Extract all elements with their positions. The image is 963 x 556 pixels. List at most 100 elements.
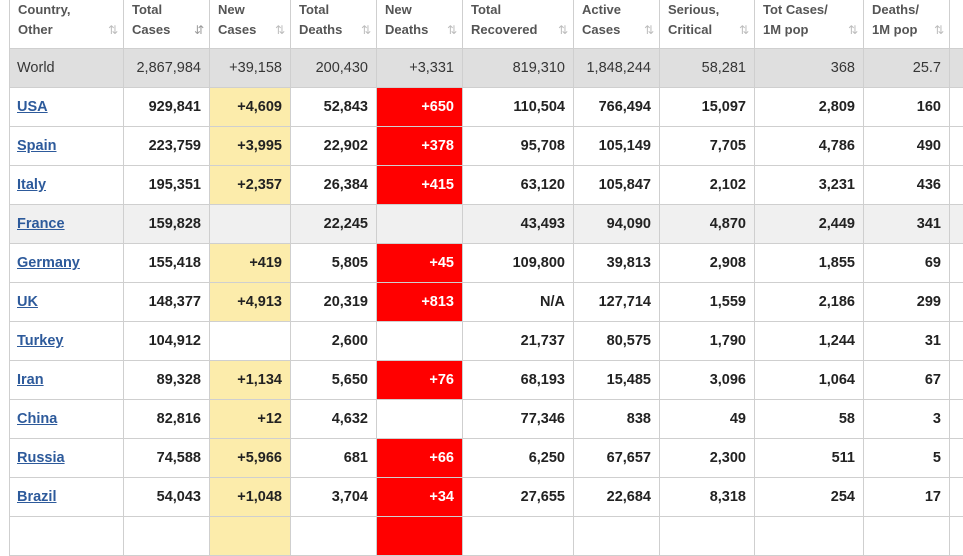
cell-total-cases: 54,043 <box>124 478 210 517</box>
country-link[interactable]: Spain <box>17 138 56 154</box>
header-country[interactable]: Country,Other⇅ <box>10 0 124 49</box>
cell-partial <box>950 517 963 556</box>
header-label-line1: New <box>385 0 444 20</box>
cell-active-cases: 22,684 <box>574 478 660 517</box>
header-serious-critical[interactable]: Serious,Critical⇅ <box>660 0 755 49</box>
sort-icon[interactable]: ⇅ <box>934 20 942 40</box>
country-link[interactable]: Brazil <box>17 489 57 505</box>
header-cases-per-1m[interactable]: Tot Cases/1M pop⇅ <box>755 0 864 49</box>
cell-new-cases: +2,357 <box>210 166 291 205</box>
cell-serious-critical: 7,705 <box>660 127 755 166</box>
cell-active-cases: 15,485 <box>574 361 660 400</box>
header-label-line1: Serious, <box>668 0 736 20</box>
cell-serious-critical: 58,281 <box>660 49 755 88</box>
cell-new-deaths: +34 <box>377 478 463 517</box>
country-link[interactable]: Germany <box>17 255 80 271</box>
sort-icon[interactable]: ⇅ <box>108 20 116 40</box>
cell-partial <box>10 517 124 556</box>
cell-cases-per-1m: 1,244 <box>755 322 864 361</box>
cell-serious-critical: 1,559 <box>660 283 755 322</box>
cell-serious-critical: 2,102 <box>660 166 755 205</box>
country-link[interactable]: China <box>17 411 57 427</box>
cell-new-deaths <box>377 322 463 361</box>
cell-partial <box>377 517 463 556</box>
cell-active-cases: 80,575 <box>574 322 660 361</box>
cell-country: China <box>10 400 124 439</box>
cell-cases-per-1m: 58 <box>755 400 864 439</box>
cell-new-deaths: +3,331 <box>377 49 463 88</box>
cell-new-deaths <box>377 400 463 439</box>
cell-serious-critical: 3,096 <box>660 361 755 400</box>
sort-icon[interactable]: ⇅ <box>739 20 747 40</box>
country-link[interactable]: Iran <box>17 372 44 388</box>
world-label: World <box>17 60 55 76</box>
cell-active-cases: 39,813 <box>574 244 660 283</box>
country-link[interactable]: Italy <box>17 177 46 193</box>
cell-deaths-per-1m: 436 <box>864 166 950 205</box>
header-label-line1: Deaths/ <box>872 0 931 20</box>
cell-total-cases: 89,328 <box>124 361 210 400</box>
header-label-line1: New <box>218 0 272 20</box>
cell-country: Italy <box>10 166 124 205</box>
cell-total-recovered: 63,120 <box>463 166 574 205</box>
cell-country: USA <box>10 88 124 127</box>
table-row-partial <box>10 517 963 556</box>
cell-new-deaths: +76 <box>377 361 463 400</box>
cell-cases-per-1m: 2,449 <box>755 205 864 244</box>
sort-icon[interactable]: ⇅ <box>644 20 652 40</box>
cell-new-deaths: +378 <box>377 127 463 166</box>
header-label-line2: Other <box>18 20 105 40</box>
cell-new-cases: +1,048 <box>210 478 291 517</box>
header-label-line2: 1M pop <box>763 20 845 40</box>
country-link[interactable]: UK <box>17 294 38 310</box>
cell-cases-per-1m: 3,231 <box>755 166 864 205</box>
cell-total-deaths: 4,632 <box>291 400 377 439</box>
header-label-line2: Critical <box>668 20 736 40</box>
header-label-line1: Total <box>132 0 191 20</box>
header-deaths-per-1m[interactable]: Deaths/1M pop⇅ <box>864 0 950 49</box>
cell-total-deaths: 5,805 <box>291 244 377 283</box>
cell-truncated <box>950 283 963 322</box>
cell-active-cases: 105,847 <box>574 166 660 205</box>
country-link[interactable]: Russia <box>17 450 65 466</box>
cell-active-cases: 1,848,244 <box>574 49 660 88</box>
cell-active-cases: 105,149 <box>574 127 660 166</box>
cell-total-cases: 148,377 <box>124 283 210 322</box>
sort-icon[interactable]: ⇅ <box>361 20 369 40</box>
cell-new-cases: +3,995 <box>210 127 291 166</box>
cell-deaths-per-1m: 160 <box>864 88 950 127</box>
cell-deaths-per-1m: 490 <box>864 127 950 166</box>
country-link[interactable]: USA <box>17 99 48 115</box>
sort-icon[interactable]: ⇅ <box>447 20 455 40</box>
sort-icon[interactable]: ⇅ <box>848 20 856 40</box>
country-link[interactable]: Turkey <box>17 333 63 349</box>
header-label-line2: Cases <box>582 20 641 40</box>
cell-total-recovered: 819,310 <box>463 49 574 88</box>
cell-truncated <box>950 88 963 127</box>
country-link[interactable]: France <box>17 216 65 232</box>
sort-icon[interactable]: ⇵ <box>194 20 202 40</box>
cell-cases-per-1m: 2,186 <box>755 283 864 322</box>
sort-icon[interactable]: ⇅ <box>275 20 283 40</box>
header-label-line1: Country, <box>18 0 105 20</box>
cell-active-cases: 838 <box>574 400 660 439</box>
cell-new-cases: +1,134 <box>210 361 291 400</box>
cell-serious-critical: 2,908 <box>660 244 755 283</box>
sort-icon[interactable]: ⇅ <box>558 20 566 40</box>
cell-total-deaths: 2,600 <box>291 322 377 361</box>
cell-serious-critical: 4,870 <box>660 205 755 244</box>
cell-partial <box>124 517 210 556</box>
